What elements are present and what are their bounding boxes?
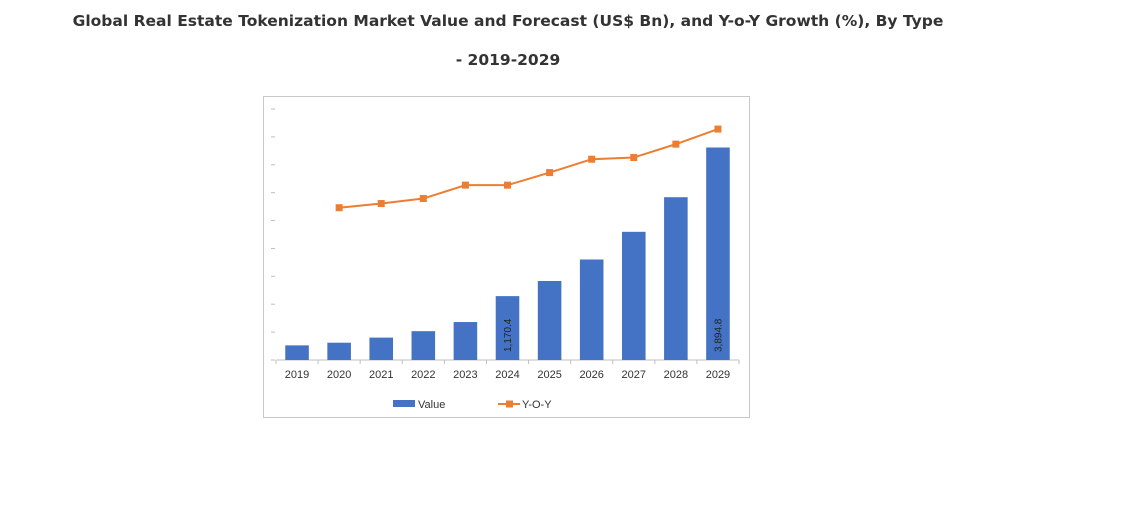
yoy-point-2028 [672, 140, 680, 148]
bar-data-label-2024: 1,170.4 [503, 318, 514, 352]
x-tick-label-2021: 2021 [369, 369, 393, 381]
x-tick-label-2027: 2027 [622, 369, 646, 381]
yoy-point-2027 [630, 154, 638, 162]
bar-2028 [664, 197, 688, 360]
x-tick-label-2020: 2020 [327, 369, 351, 381]
x-tick-label-2019: 2019 [285, 369, 309, 381]
legend-yoy-label: Y-O-Y [522, 399, 552, 411]
bar-2025 [537, 280, 562, 360]
bar-2022 [411, 331, 436, 360]
x-tick-label-2029: 2029 [706, 369, 730, 381]
x-tick-label-2022: 2022 [411, 369, 435, 381]
yoy-line [339, 128, 719, 209]
yoy-point-2025 [546, 169, 554, 177]
yoy-point-2020 [335, 204, 343, 212]
yoy-point-2029 [714, 125, 722, 133]
bar-2023 [453, 322, 478, 360]
yoy-point-2021 [377, 200, 385, 208]
bar-2024 [495, 296, 520, 360]
legend-value-swatch [393, 400, 415, 407]
bar-data-label-2029: 3,894.8 [713, 318, 724, 352]
yoy-point-2024 [504, 181, 511, 189]
x-tick-label-2026: 2026 [579, 369, 603, 381]
legend-value-label: Value [418, 399, 445, 411]
bar-2019 [285, 345, 309, 360]
x-tick-label-2023: 2023 [453, 369, 477, 381]
chart-svg: 2019 2020 2021 2022 2023 2024 2025 2026 2027 2028… [271, 108, 740, 411]
x-tick-label-2025: 2025 [537, 369, 561, 381]
bar-2027 [621, 231, 646, 360]
chart-subtitle: - 2019-2029 [455, 51, 561, 69]
bar-2026 [579, 259, 604, 360]
bar-2029 [706, 147, 730, 360]
legend-yoy-marker [506, 400, 513, 408]
bar-2020 [327, 342, 351, 360]
chart-area: 2019 2020 2021 2022 2023 2024 2025 2026 2027 2028… [263, 96, 750, 418]
chart-title: Global Real Estate Tokenization Market V… [72, 12, 944, 30]
yoy-point-2022 [419, 195, 427, 203]
x-tick-label-2028: 2028 [664, 369, 688, 381]
yoy-point-2026 [588, 155, 596, 163]
yoy-point-2023 [461, 181, 469, 189]
x-tick-label-2024: 2024 [495, 369, 519, 381]
bar-2021 [369, 337, 394, 360]
